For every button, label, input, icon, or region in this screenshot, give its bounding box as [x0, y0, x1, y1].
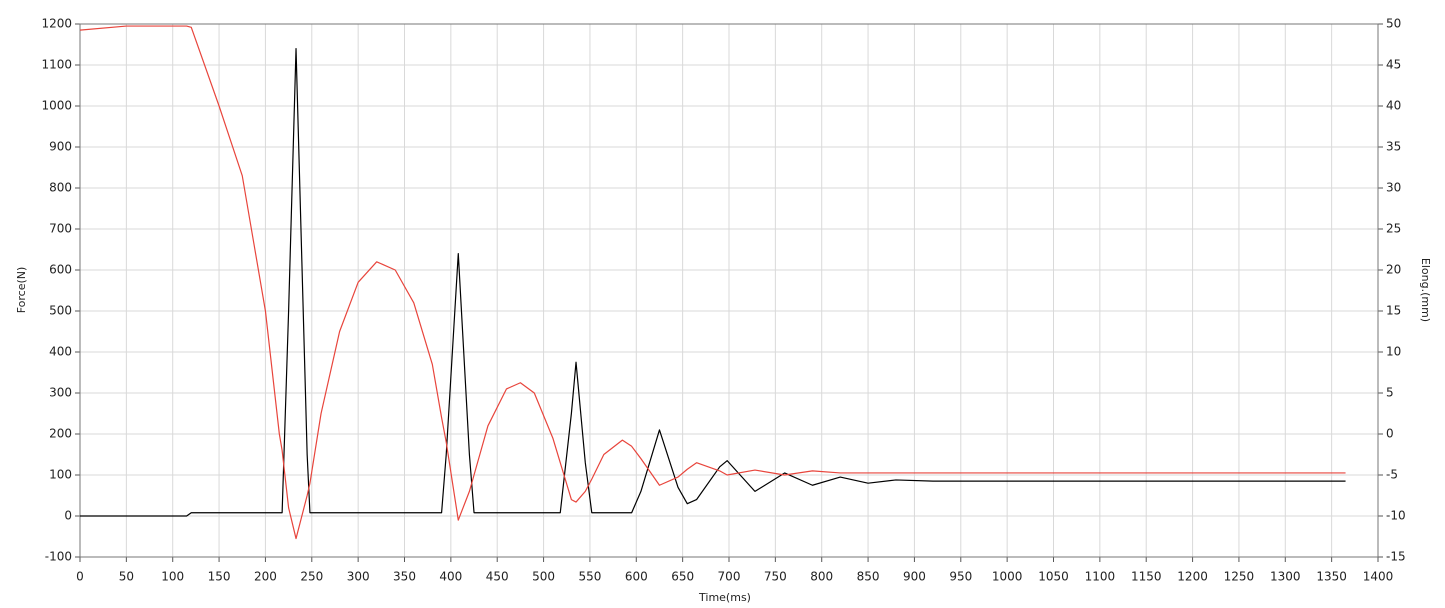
x-tick-label: 1300 [1270, 570, 1301, 584]
y-tick-label: 0 [64, 509, 72, 523]
x-tick-label: 550 [578, 570, 601, 584]
plot-border [79, 23, 1379, 558]
y2-tick-label: 25 [1386, 222, 1401, 236]
x-tick-label: 650 [671, 570, 694, 584]
x-tick-label: 1200 [1177, 570, 1208, 584]
x-tick-label: 700 [718, 570, 741, 584]
y2-tick-label: -15 [1386, 550, 1406, 564]
y2-axis-label: Elong.(mm) [1419, 258, 1432, 322]
y2-tick-label: 5 [1386, 386, 1394, 400]
x-tick-label: 400 [439, 570, 462, 584]
y-tick-label: 100 [49, 468, 72, 482]
data-line [80, 48, 1346, 517]
y-tick-label: 1200 [41, 17, 72, 31]
x-tick-label: 1150 [1131, 570, 1162, 584]
y2-tick-label: 40 [1386, 99, 1401, 113]
data-line [79, 25, 1346, 540]
x-tick-label: 1350 [1316, 570, 1347, 584]
x-tick-label: 800 [810, 570, 833, 584]
x-tick-label: 950 [949, 570, 972, 584]
y-tick-label: -100 [45, 550, 72, 564]
x-tick-label: 200 [254, 570, 277, 584]
y2-tick-label: -10 [1386, 509, 1406, 523]
x-tick-label: 350 [393, 570, 416, 584]
x-tick-label: 1000 [992, 570, 1023, 584]
y-tick-label: 1000 [41, 99, 72, 113]
x-tick-label: 300 [347, 570, 370, 584]
x-tick-label: 1050 [1038, 570, 1069, 584]
y-tick-label: 600 [49, 263, 72, 277]
y-tick-label: 1100 [41, 58, 72, 72]
y2-tick-label: 20 [1386, 263, 1401, 277]
x-tick-label: 850 [857, 570, 880, 584]
y-tick-label: 200 [49, 427, 72, 441]
y-axis-label: Force(N) [15, 267, 28, 314]
y2-tick-label: 35 [1386, 140, 1401, 154]
x-tick-label: 600 [625, 570, 648, 584]
x-tick-label: 1400 [1363, 570, 1394, 584]
y2-tick-label: 10 [1386, 345, 1401, 359]
y2-tick-label: -5 [1386, 468, 1398, 482]
y2-tick-label: 15 [1386, 304, 1401, 318]
x-tick-label: 900 [903, 570, 926, 584]
x-tick-label: 50 [119, 570, 134, 584]
y2-tick-label: 50 [1386, 17, 1401, 31]
x-tick-label: 500 [532, 570, 555, 584]
x-tick-label: 0 [76, 570, 84, 584]
y2-tick-label: 30 [1386, 181, 1401, 195]
y-tick-label: 300 [49, 386, 72, 400]
y2-tick-label: 45 [1386, 58, 1401, 72]
x-tick-label: 1100 [1085, 570, 1116, 584]
x-tick-label: 450 [486, 570, 509, 584]
y-tick-label: 900 [49, 140, 72, 154]
x-tick-label: 150 [208, 570, 231, 584]
x-tick-label: 750 [764, 570, 787, 584]
x-tick-label: 250 [300, 570, 323, 584]
x-tick-label: 100 [161, 570, 184, 584]
y-tick-label: 800 [49, 181, 72, 195]
y2-tick-label: 0 [1386, 427, 1394, 441]
y-tick-label: 700 [49, 222, 72, 236]
x-tick-label: 1250 [1224, 570, 1255, 584]
y-tick-label: 400 [49, 345, 72, 359]
x-axis-label: Time(ms) [698, 591, 751, 604]
y-tick-label: 500 [49, 304, 72, 318]
